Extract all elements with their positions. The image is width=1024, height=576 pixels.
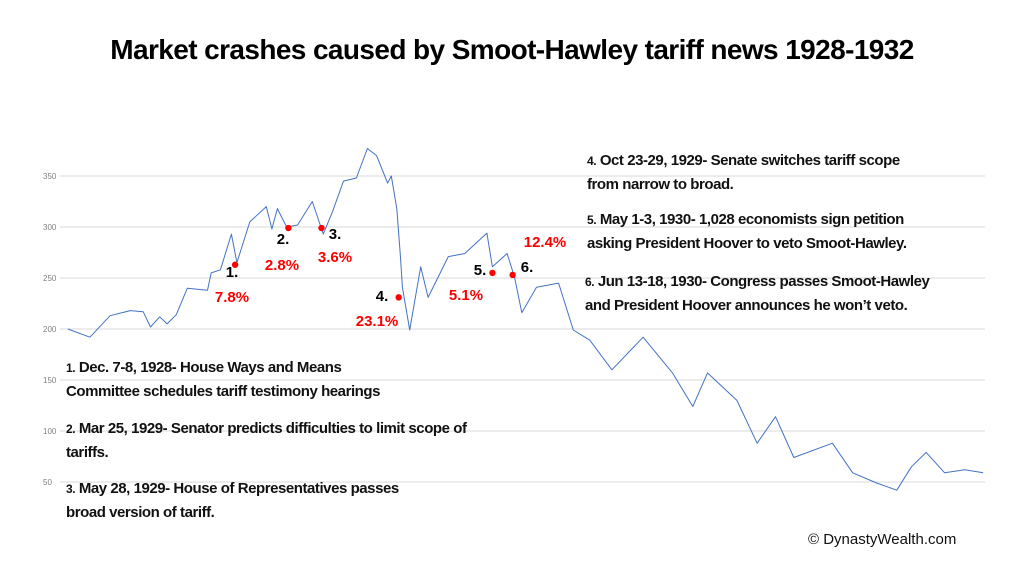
y-tick-label: 200 — [43, 325, 57, 334]
y-tick-label: 100 — [43, 427, 57, 436]
drop-label-6: 12.4% — [523, 234, 567, 251]
crash-marker-5 — [489, 269, 496, 277]
drop-label-2: 2.8% — [264, 257, 300, 274]
y-tick-label: 150 — [43, 376, 57, 385]
annotation-6: 6. Jun 13-18, 1930- Congress passes Smoo… — [585, 270, 930, 317]
annotation-number: 3. — [66, 482, 76, 496]
annotation-line: tariffs. — [66, 444, 109, 461]
annotation-line: Committee schedules tariff testimony hea… — [66, 383, 380, 400]
marker-label-1: 1. — [225, 264, 239, 281]
drop-label-3: 3.6% — [317, 249, 353, 266]
annotation-5: 5. May 1-3, 1930- 1,028 economists sign … — [587, 208, 907, 255]
annotation-line: Dec. 7-8, 1928- House Ways and Means — [75, 359, 342, 376]
annotation-line: Mar 25, 1929- Senator predicts difficult… — [75, 420, 467, 437]
chart-title: Market crashes caused by Smoot-Hawley ta… — [110, 34, 914, 65]
y-tick-label: 350 — [43, 172, 57, 181]
annotation-number: 6. — [585, 275, 595, 289]
y-tick-label: 300 — [43, 223, 57, 232]
annotation-line: asking President Hoover to veto Smoot-Ha… — [587, 235, 907, 252]
annotation-line: from narrow to broad. — [587, 176, 734, 193]
annotation-line: May 1-3, 1930- 1,028 economists sign pet… — [596, 211, 904, 228]
y-tick-label: 250 — [43, 274, 57, 283]
marker-label-6: 6. — [520, 259, 534, 276]
annotation-1: 1. Dec. 7-8, 1928- House Ways and Means … — [66, 356, 380, 403]
crash-marker-6 — [509, 271, 516, 279]
drop-label-4: 23.1% — [355, 313, 399, 330]
annotation-number: 1. — [66, 361, 76, 375]
y-tick-label: 50 — [43, 478, 52, 487]
marker-label-5: 5. — [473, 262, 487, 279]
crash-marker-2 — [285, 224, 292, 232]
annotation-line: Oct 23-29, 1929- Senate switches tariff … — [596, 152, 900, 169]
annotation-line: broad version of tariff. — [66, 504, 215, 521]
annotation-number: 4. — [587, 154, 597, 168]
annotation-line: Jun 13-18, 1930- Congress passes Smoot-H… — [594, 273, 930, 290]
crash-marker-4 — [395, 294, 402, 301]
annotation-line: and President Hoover announces he won’t … — [585, 297, 908, 314]
annotation-line: May 28, 1929- House of Representatives p… — [75, 480, 399, 497]
annotation-number: 5. — [587, 213, 597, 227]
marker-label-2: 2. — [276, 231, 290, 248]
marker-label-3: 3. — [328, 226, 342, 243]
annotation-number: 2. — [66, 422, 76, 436]
copyright: © DynastyWealth.com — [808, 531, 957, 548]
marker-label-4: 4. — [375, 288, 389, 305]
annotation-4: 4. Oct 23-29, 1929- Senate switches tari… — [587, 149, 900, 196]
annotation-2: 2. Mar 25, 1929- Senator predicts diffic… — [66, 417, 467, 464]
crash-marker-3 — [318, 224, 325, 232]
drop-label-5: 5.1% — [448, 287, 484, 304]
index-line — [67, 148, 984, 491]
annotation-3: 3. May 28, 1929- House of Representative… — [66, 477, 399, 524]
drop-label-1: 7.8% — [214, 289, 250, 306]
crash-marker-1 — [231, 261, 239, 268]
